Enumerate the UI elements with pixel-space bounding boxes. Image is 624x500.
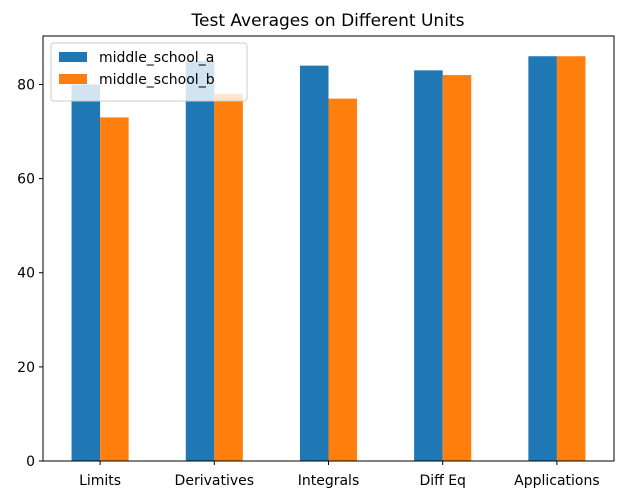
bar-middle-school-b-derivatives [214,93,243,461]
legend-swatch-middle-school-b [59,74,87,84]
bar-middle-school-b-applications [556,56,586,462]
legend-box [50,42,248,102]
y-tick-label: 20 [17,360,35,376]
legend-swatch-middle-school-a [59,52,87,62]
bars-group [71,56,586,462]
y-tick-label: 40 [17,266,35,282]
x-tick-label-applications: Applications [514,473,600,489]
bar-middle-school-a-limits [71,84,101,461]
legend: middle_school_a middle_school_b [50,42,248,102]
legend-label-middle-school-b: middle_school_b [99,72,215,88]
bar-middle-school-a-derivatives [185,60,215,461]
legend-label-middle-school-a: middle_school_a [99,50,214,66]
x-tick-label-derivatives: Derivatives [175,473,254,489]
bar-middle-school-b-diff-eq [442,75,472,461]
bar-middle-school-a-applications [528,56,557,462]
bar-middle-school-b-integrals [328,98,358,461]
chart-title: Test Averages on Different Units [191,11,465,31]
x-tick-label-integrals: Integrals [298,473,360,489]
bar-middle-school-a-integrals [299,65,329,462]
x-tick-label-diff-eq: Diff Eq [419,473,466,489]
y-tick-label: 80 [17,77,35,93]
bar-middle-school-a-diff-eq [414,70,443,462]
y-tick-label: 60 [17,172,35,188]
x-tick-label-limits: Limits [79,473,121,489]
axes-group: 0 20 40 60 80 Limits Derivatives Integrals Diff … [17,35,615,489]
y-tick-label: 0 [26,454,35,470]
bar-middle-school-b-limits [100,117,129,462]
